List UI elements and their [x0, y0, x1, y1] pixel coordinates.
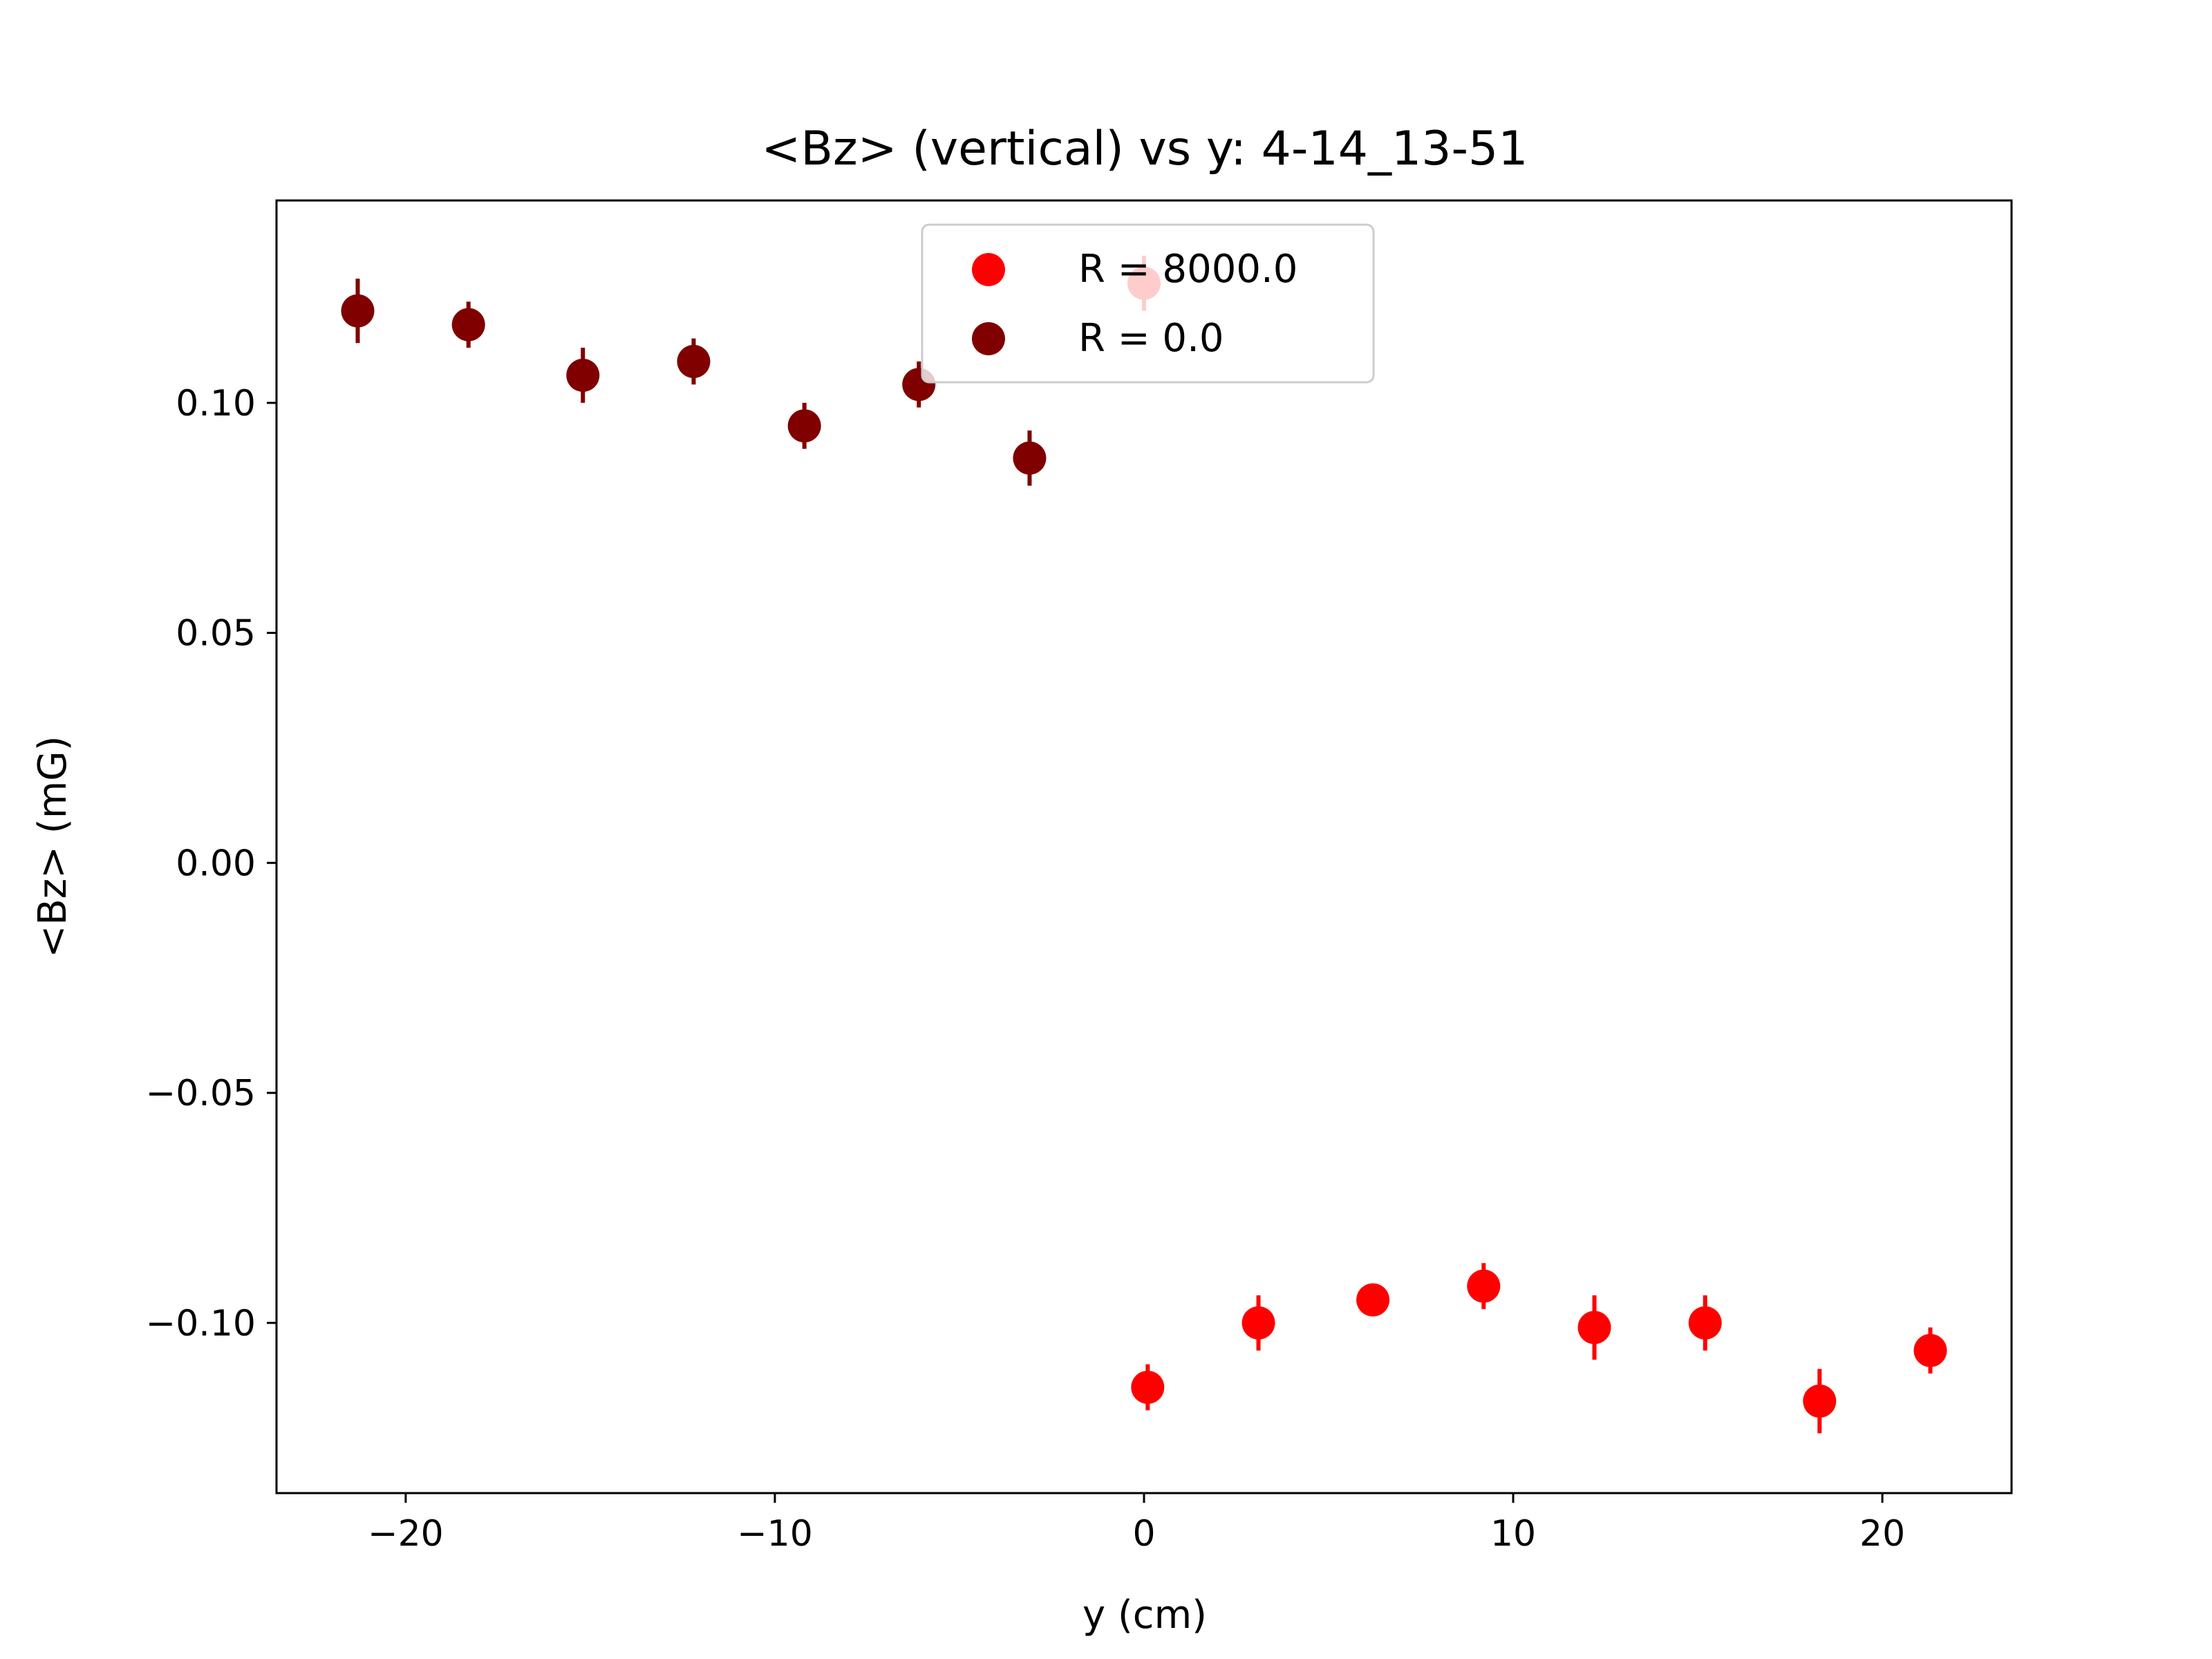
legend-marker-r8000 — [972, 253, 1005, 286]
data-point — [1013, 441, 1047, 475]
y-tick-label: 0.00 — [176, 843, 256, 884]
data-point — [1688, 1306, 1722, 1340]
legend-box — [921, 223, 1375, 384]
x-axis-label: y (cm) — [1082, 1593, 1207, 1638]
data-point — [1467, 1269, 1501, 1303]
y-axis-label: <Bz> (mG) — [30, 735, 75, 957]
x-tick-label: 0 — [1132, 1513, 1155, 1555]
data-point — [566, 358, 600, 392]
x-tick-label: −20 — [368, 1513, 444, 1555]
data-point — [1913, 1333, 1947, 1367]
legend-marker-r0 — [972, 322, 1005, 355]
data-point — [341, 294, 375, 328]
data-point — [1131, 1370, 1165, 1404]
data-point — [451, 308, 485, 341]
x-tick-label: 20 — [1859, 1513, 1905, 1555]
x-axis: −20 −10 0 10 20 — [368, 1493, 1905, 1555]
data-point — [1803, 1384, 1837, 1418]
y-tick-label: −0.10 — [146, 1303, 256, 1344]
chart-title: <Bz> (vertical) vs y: 4-14_13-51 — [761, 122, 1528, 176]
data-point — [1241, 1306, 1275, 1340]
x-tick-label: 10 — [1490, 1513, 1536, 1555]
x-tick-label: −10 — [737, 1513, 813, 1555]
data-point — [677, 344, 711, 378]
data-point — [787, 409, 821, 443]
y-axis: 0.10 0.05 0.00 −0.05 −0.10 — [146, 383, 276, 1344]
data-point — [1577, 1311, 1611, 1344]
legend: R = 8000.0 R = 0.0 — [921, 223, 1375, 384]
legend-label-r0: R = 0.0 — [1078, 316, 1224, 361]
y-tick-label: 0.05 — [176, 613, 256, 655]
y-tick-label: −0.05 — [146, 1073, 256, 1114]
series-1 — [341, 279, 1047, 486]
data-point — [1356, 1283, 1390, 1317]
y-tick-label: 0.10 — [176, 383, 256, 424]
legend-label-r8000: R = 8000.0 — [1078, 247, 1297, 292]
